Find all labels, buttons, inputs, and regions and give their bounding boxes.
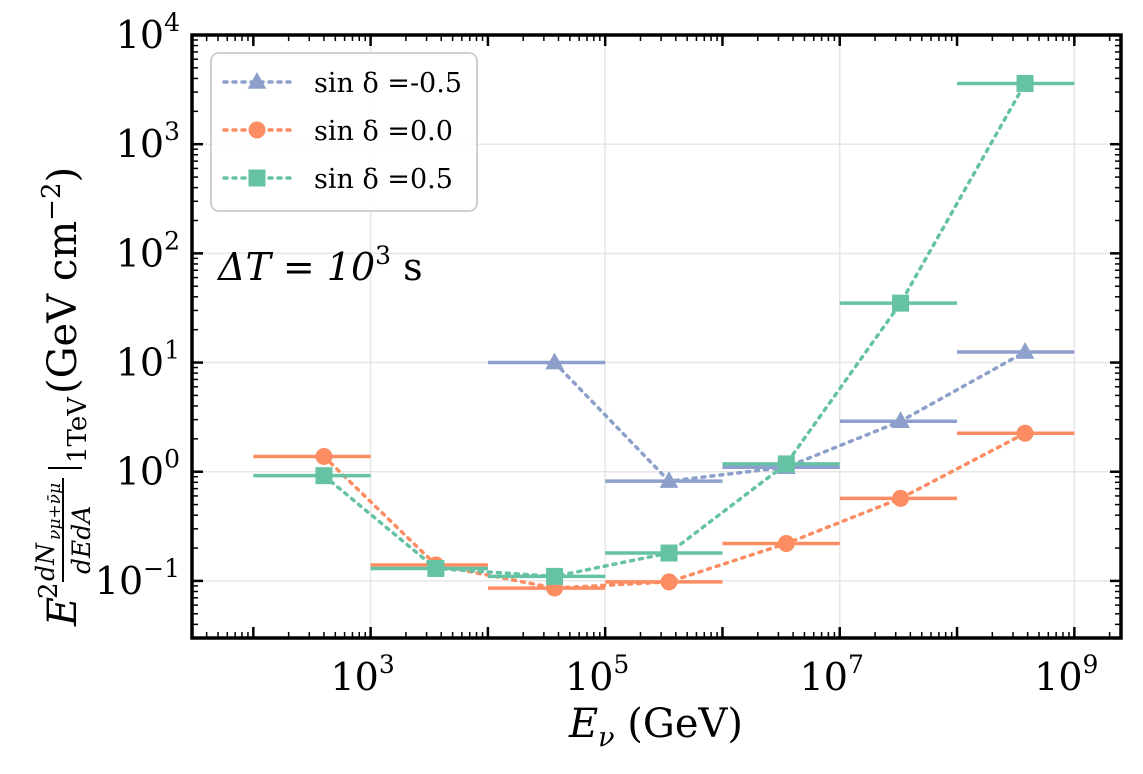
data-point [1016, 424, 1034, 442]
plot-frame [190, 33, 1123, 640]
series-layer [253, 74, 1075, 597]
x-tick-label: 109 [1034, 650, 1098, 699]
y-label-unit-exp: −2 [37, 183, 67, 221]
y-label-frac-num: dN [31, 542, 60, 581]
y-label-unit-text: (GeV cm [40, 221, 86, 394]
data-point [545, 352, 564, 370]
legend-marker [248, 121, 266, 139]
y-label-unit: (GeV cm−2) [37, 167, 86, 394]
annotation-exp: 3 [375, 241, 391, 270]
y-label-sup: 2 [34, 582, 64, 599]
legend: sin δ =-0.5 sin δ =0.0 sin δ =0.5 [210, 52, 478, 212]
delta-t-annotation: ΔT = 103 s [216, 241, 423, 289]
data-point [660, 544, 678, 562]
legend-entry: sin δ =0.0 [222, 116, 453, 147]
data-point [546, 567, 564, 585]
x-label-sub: ν [598, 722, 614, 753]
x-label-unit: (GeV) [615, 701, 743, 747]
x-tick-label: 103 [330, 650, 394, 699]
data-point [315, 447, 333, 465]
data-point [892, 489, 910, 507]
legend-entry: sin δ =-0.5 [222, 68, 462, 99]
annotation-lhs: ΔT = 10 [216, 245, 375, 289]
y-label-main: E [40, 597, 86, 627]
data-point [1015, 341, 1035, 359]
y-label-eval-sub: 1TeV [63, 396, 93, 463]
data-point [1016, 74, 1034, 92]
y-tick-label: 103 [116, 117, 180, 166]
axes: 103 105 107 109 10−1 100 101 102 103 104 [95, 8, 1121, 699]
data-point [315, 467, 333, 485]
annotation-unit: s [391, 245, 423, 289]
y-label-unit-close: ) [40, 167, 86, 183]
data-point [892, 294, 910, 312]
y-label-frac-num-sub: νμ+ν̄μ [45, 483, 65, 540]
data-point [891, 411, 910, 429]
y-tick-label: 104 [116, 8, 180, 57]
data-point [660, 573, 678, 591]
y-tick-label: 102 [116, 226, 180, 275]
x-tick-label: 107 [800, 650, 864, 699]
legend-box [210, 52, 478, 212]
data-point [777, 455, 795, 473]
data-point [427, 559, 445, 577]
y-tick-label: 101 [116, 336, 180, 385]
legend-marker [248, 169, 266, 187]
legend-marker [247, 71, 267, 89]
legend-label: sin δ =-0.5 [314, 68, 462, 99]
x-tick-label: 105 [565, 650, 629, 699]
data-point [659, 471, 679, 488]
series-circle [253, 424, 1075, 597]
y-tick-label: 100 [116, 445, 180, 494]
legend-label: sin δ =0.5 [314, 164, 453, 195]
legend-label: sin δ =0.0 [314, 116, 453, 147]
y-tick-label: 10−1 [95, 554, 180, 603]
x-axis-label: Eν (GeV) [568, 701, 743, 753]
y-label-frac-den: dEdA [67, 506, 96, 574]
data-point [777, 535, 795, 553]
x-label-base: E [568, 701, 598, 747]
legend-entry: sin δ =0.5 [222, 164, 453, 195]
series-square [253, 74, 1075, 585]
y-axis-label: E 2 dN νμ+ν̄μ dEdA 1TeV (GeV cm−2) [31, 167, 96, 627]
